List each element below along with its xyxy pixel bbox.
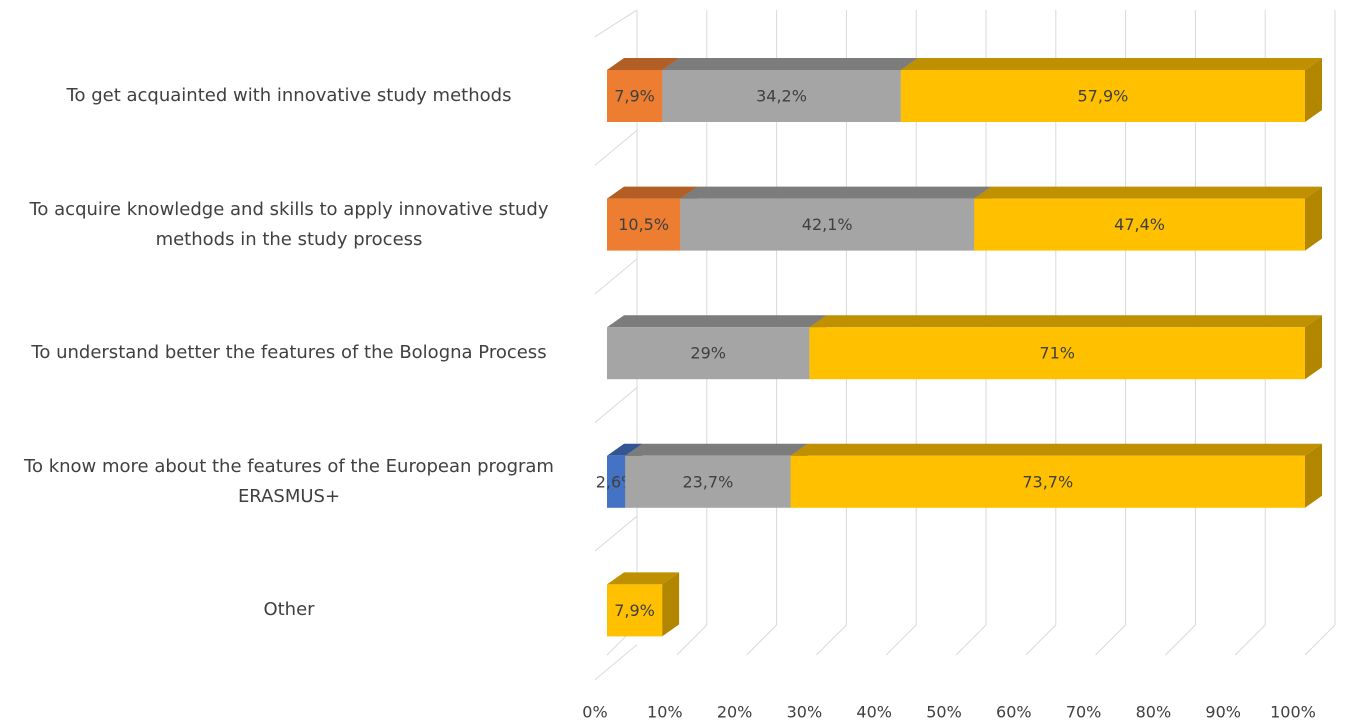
x-tick-label: 30% — [787, 703, 823, 722]
bar — [974, 198, 1305, 251]
bar — [607, 327, 810, 380]
value-label: 10,5% — [618, 215, 669, 234]
x-tick-label: 90% — [1205, 703, 1241, 722]
value-label: 29% — [690, 344, 726, 363]
bar-side — [1305, 186, 1322, 251]
bar-top — [607, 315, 827, 328]
floor-line — [1025, 624, 1057, 656]
bar-top — [900, 58, 1322, 70]
x-tick-label: 20% — [717, 703, 753, 722]
bar — [662, 70, 901, 122]
bar — [790, 455, 1305, 508]
bar-top — [809, 315, 1322, 328]
wall-line — [594, 258, 638, 295]
floor-line — [1095, 624, 1126, 656]
category-label: To get acquainted with innovative study … — [66, 85, 512, 106]
bar — [607, 584, 663, 637]
x-tick-label: 50% — [926, 703, 962, 722]
bar-top — [625, 443, 808, 456]
bar-top — [680, 186, 992, 199]
bar — [607, 198, 681, 251]
value-label: 23,7% — [682, 472, 733, 491]
x-tick-label: 70% — [1066, 703, 1102, 722]
bar — [900, 70, 1305, 122]
x-tick-label: 100% — [1270, 703, 1316, 722]
value-label: 47,4% — [1114, 215, 1165, 234]
bar-top — [607, 58, 680, 70]
bar — [680, 198, 975, 251]
x-tick-label: 60% — [996, 703, 1032, 722]
floor-line — [885, 624, 917, 656]
floor-line — [955, 624, 987, 656]
value-label: 34,2% — [756, 87, 807, 106]
value-label: 7,9% — [614, 87, 655, 106]
wall-line — [594, 515, 638, 552]
bar-top — [790, 443, 1322, 456]
category-label: To understand better the features of the… — [31, 342, 547, 364]
bar — [625, 455, 791, 508]
bar-top — [607, 443, 643, 456]
bar-top — [607, 186, 698, 199]
value-label: 73,7% — [1022, 472, 1073, 491]
x-tick-label: 80% — [1136, 703, 1172, 722]
value-label: 7,9% — [614, 601, 655, 620]
bar — [809, 327, 1305, 380]
value-label: 57,9% — [1078, 87, 1129, 106]
x-tick-label: 10% — [647, 703, 683, 722]
bar-top — [662, 58, 918, 70]
category-label: Other — [263, 599, 315, 621]
bar — [607, 70, 663, 122]
bar-side — [1305, 58, 1322, 122]
wall-line — [594, 387, 638, 423]
floor-line — [676, 624, 708, 656]
wall-line — [594, 644, 638, 681]
bar — [607, 455, 626, 508]
floor-line — [1165, 624, 1196, 656]
bar-side — [1305, 443, 1322, 508]
floor-line — [1234, 624, 1266, 656]
floor-line — [746, 624, 777, 656]
category-label: To acquire knowledge and skills to apply… — [29, 198, 549, 250]
value-label: 71% — [1039, 344, 1075, 363]
wall-line — [594, 129, 638, 166]
bar-top — [607, 572, 680, 585]
bar-top — [974, 186, 1322, 199]
floor-line — [1304, 624, 1336, 656]
x-tick-label: 40% — [856, 703, 892, 722]
category-label: To know more about the features of the E… — [24, 455, 554, 507]
x-tick-label: 0% — [582, 703, 607, 722]
value-label: 42,1% — [802, 215, 853, 234]
bar-side — [662, 572, 680, 637]
wall-line — [594, 9, 638, 38]
bar-side — [1305, 315, 1322, 380]
floor-line — [816, 624, 847, 656]
